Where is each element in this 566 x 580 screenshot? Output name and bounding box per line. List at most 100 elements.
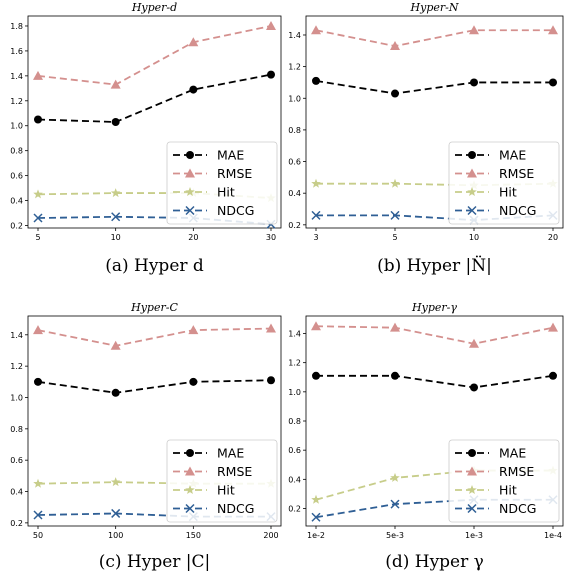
data-point-rmse — [266, 20, 276, 30]
legend-label: Hit — [499, 185, 517, 200]
series-line-mae — [37, 73, 272, 123]
series-rmse — [33, 323, 276, 350]
data-point-hit — [390, 178, 400, 188]
y-tick-label: 0.6 — [10, 456, 23, 465]
y-tick-label: 1.4 — [10, 331, 23, 340]
data-point-rmse — [266, 323, 276, 333]
series-rmse — [311, 321, 558, 348]
y-tick-label: 1.6 — [10, 47, 23, 56]
series-line-mae — [37, 379, 272, 394]
y-tick-label: 1.0 — [10, 122, 23, 131]
legend-box — [448, 439, 560, 523]
plot-frame — [27, 315, 282, 527]
panel-title: Hyper-d — [131, 1, 177, 14]
legend-marker-ndcg — [185, 205, 195, 216]
data-point-hit — [110, 188, 121, 198]
y-tick-label: 1.0 — [10, 393, 23, 402]
data-point-ndcg — [311, 210, 321, 220]
panel-title: Hyper-γ — [411, 301, 457, 314]
legend-marker-hit — [467, 485, 477, 495]
x-tick-label: 100 — [108, 531, 123, 540]
series-line-hit — [316, 182, 554, 187]
data-point-rmse — [33, 70, 43, 80]
series-line-ndcg — [316, 214, 554, 221]
data-point-mae — [549, 78, 557, 87]
series-line-mae — [316, 374, 554, 389]
legend-label: MAE — [499, 446, 526, 461]
x-tick-label: 200 — [263, 531, 278, 540]
legend-box — [166, 439, 278, 523]
series-line-ndcg — [37, 512, 271, 518]
x-tick-label: 50 — [33, 531, 43, 540]
series-line-rmse — [37, 327, 272, 347]
data-point-rmse — [311, 321, 321, 331]
y-tick-label: 0.6 — [288, 158, 301, 167]
x-tick-label: 5e-3 — [386, 531, 404, 540]
plot-frame — [27, 15, 282, 229]
data-point-ndcg — [111, 508, 121, 518]
y-tick-label: 1.4 — [288, 330, 301, 339]
series-line-hit — [37, 192, 272, 199]
data-point-mae — [549, 371, 557, 380]
y-tick-label: 0.4 — [288, 189, 301, 198]
data-point-rmse — [33, 325, 43, 335]
x-tick-label: 10 — [469, 233, 479, 242]
data-point-ndcg — [311, 512, 321, 522]
legend-marker-mae — [468, 449, 476, 457]
legend-marker-hit — [467, 187, 477, 197]
y-tick-label: 1.0 — [288, 94, 301, 103]
y-tick-label: 0.8 — [10, 147, 23, 156]
data-point-mae — [34, 377, 42, 386]
y-tick-label: 1.4 — [288, 31, 301, 40]
legend-marker-ndcg — [467, 205, 477, 216]
y-tick-label: 0.4 — [10, 197, 23, 206]
y-tick-label: 1.2 — [288, 63, 301, 72]
panel-title: Hyper-C — [130, 301, 178, 314]
legend-marker-ndcg — [467, 503, 477, 514]
data-point-mae — [267, 376, 275, 385]
legend-label: Hit — [217, 483, 235, 498]
series-line-hit — [37, 481, 271, 485]
y-tick-label: 1.2 — [10, 362, 23, 371]
legend-label: RMSE — [217, 166, 252, 181]
legend-marker-mae — [186, 151, 194, 159]
legend-label: MAE — [499, 148, 526, 163]
series-rmse — [33, 20, 276, 89]
series-line-rmse — [315, 29, 553, 47]
legend-marker-hit — [185, 485, 195, 495]
legend-label: NDCG — [499, 501, 536, 516]
legend-marker-rmse — [467, 168, 477, 178]
legend-label: NDCG — [217, 203, 254, 218]
legend-label: MAE — [217, 148, 244, 163]
series-mae — [312, 76, 557, 98]
legend: MAE RMSE Hit NDCG — [448, 439, 560, 523]
plot-frame — [305, 15, 564, 229]
data-point-rmse — [390, 322, 400, 332]
series-rmse — [311, 25, 558, 51]
data-point-rmse — [390, 41, 400, 51]
legend: MAE RMSE Hit NDCG — [448, 141, 560, 225]
legend-box — [166, 141, 278, 225]
data-point-ndcg — [390, 499, 400, 509]
panel-caption: (a) Hyper d — [105, 256, 204, 276]
chart-panel-4: Hyper-γ 0.2 0.4 0.6 0.8 1.0 1.2 1.4 1e-2 5e-3 1e-3… — [288, 301, 564, 572]
y-tick-label: 0.2 — [288, 505, 301, 514]
x-tick-label: 20 — [188, 233, 198, 242]
legend: MAE RMSE Hit NDCG — [166, 439, 278, 523]
y-tick-label: 0.2 — [10, 222, 23, 231]
series-mae — [34, 70, 275, 126]
data-point-rmse — [548, 25, 558, 35]
data-point-mae — [391, 89, 399, 98]
panel-caption: (d) Hyper γ — [385, 552, 484, 572]
y-tick-label: 0.4 — [288, 475, 301, 484]
legend-box — [448, 141, 560, 225]
legend-marker-rmse — [185, 466, 195, 476]
y-tick-label: 1.2 — [288, 359, 301, 368]
data-point-mae — [189, 377, 198, 386]
legend-marker-rmse — [467, 466, 477, 476]
legend-label: NDCG — [499, 203, 536, 218]
legend-label: RMSE — [499, 166, 534, 181]
x-tick-label: 30 — [266, 233, 276, 242]
data-point-rmse — [469, 25, 479, 35]
